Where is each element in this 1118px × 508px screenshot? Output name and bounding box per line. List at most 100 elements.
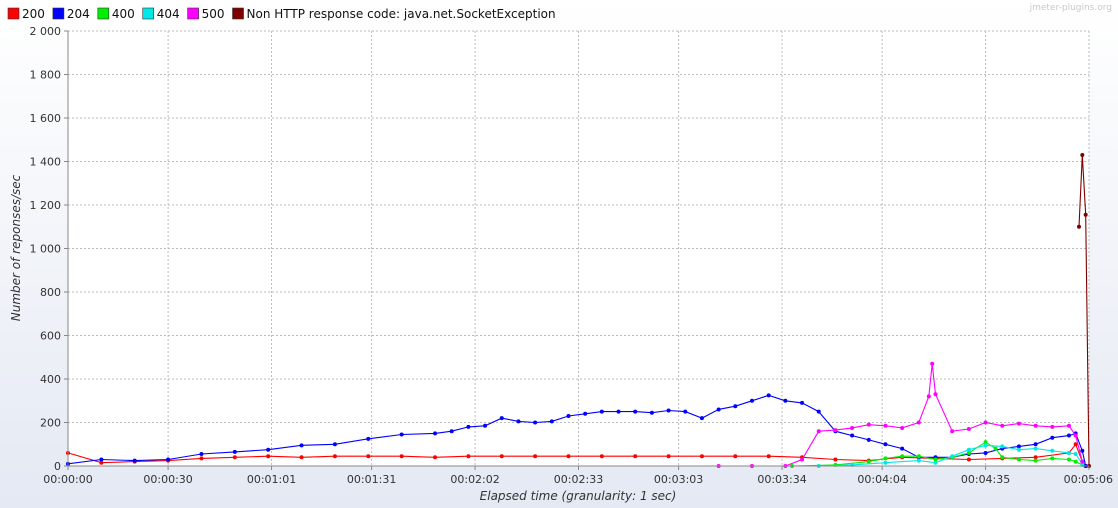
legend-label: 400 xyxy=(112,7,135,21)
legend-item: 400 xyxy=(97,7,135,21)
legend-item: 500 xyxy=(187,7,225,21)
data-point xyxy=(1000,444,1005,449)
legend: 200 204 400 404 500 Non HTTP response code: j… xyxy=(7,7,556,21)
data-point xyxy=(649,410,654,415)
data-point xyxy=(850,433,855,438)
data-point xyxy=(966,457,971,462)
x-tick-label: 00:04:04 xyxy=(857,473,906,486)
data-point xyxy=(1016,444,1021,449)
data-point xyxy=(533,454,538,459)
data-point xyxy=(99,460,104,465)
data-point xyxy=(1066,457,1071,462)
data-point xyxy=(1050,424,1055,429)
y-axis-title: Number of reponses/sec xyxy=(9,174,23,321)
data-point xyxy=(766,454,771,459)
y-tick-label: 2 000 xyxy=(30,25,62,38)
data-point xyxy=(633,409,638,414)
data-point xyxy=(1066,450,1071,455)
y-tick-label: 1 600 xyxy=(30,112,62,125)
legend-label: 200 xyxy=(22,7,45,21)
y-tick-label: 200 xyxy=(40,417,61,430)
data-point xyxy=(933,457,938,462)
data-point xyxy=(583,411,588,416)
data-point xyxy=(1033,458,1038,463)
data-point xyxy=(499,416,504,421)
data-point xyxy=(866,459,871,464)
data-point xyxy=(733,454,738,459)
data-point xyxy=(716,407,721,412)
series-line xyxy=(1078,154,1090,467)
series-group xyxy=(66,152,1091,468)
y-tick-label: 1 200 xyxy=(30,199,62,212)
data-point xyxy=(966,450,971,455)
data-point xyxy=(399,432,404,437)
data-point xyxy=(566,454,571,459)
x-tick-label: 00:05:06 xyxy=(1064,473,1113,486)
data-point xyxy=(433,431,438,436)
data-point xyxy=(466,424,471,429)
data-point xyxy=(983,420,988,425)
legend-label: Non HTTP response code: java.net.SocketE… xyxy=(247,7,556,21)
data-point xyxy=(883,460,888,465)
data-point xyxy=(266,454,271,459)
legend-item: 404 xyxy=(142,7,180,21)
data-point xyxy=(599,409,604,414)
y-tick-label: 1 000 xyxy=(30,243,62,256)
data-point xyxy=(1016,421,1021,426)
data-point xyxy=(1033,455,1038,460)
data-point xyxy=(433,455,438,460)
data-point xyxy=(1066,423,1071,428)
data-point xyxy=(1080,448,1085,453)
data-point xyxy=(1073,459,1078,464)
legend-swatch xyxy=(142,7,155,20)
data-point xyxy=(499,454,504,459)
data-point xyxy=(850,425,855,430)
data-point xyxy=(699,454,704,459)
series-5 xyxy=(1076,152,1091,468)
data-point xyxy=(916,454,921,459)
data-point xyxy=(166,457,171,462)
x-tick-label: 00:03:34 xyxy=(757,473,806,486)
data-point xyxy=(399,454,404,459)
legend-swatch xyxy=(7,7,20,20)
y-tick-label: 1 800 xyxy=(30,69,62,82)
data-point xyxy=(833,428,838,433)
y-axis-ticks: 0 200 400 600 800 1 000 1 200 1 400 1 600 1 800 2 … xyxy=(30,25,68,473)
data-point xyxy=(199,452,204,457)
data-point xyxy=(566,413,571,418)
data-point xyxy=(883,442,888,447)
data-point xyxy=(783,398,788,403)
x-tick-label: 00:01:31 xyxy=(347,473,396,486)
x-tick-label: 00:03:03 xyxy=(654,473,703,486)
data-point xyxy=(699,416,704,421)
data-point xyxy=(983,440,988,445)
data-point xyxy=(1073,433,1078,438)
data-point xyxy=(916,458,921,463)
legend-label: 204 xyxy=(67,7,90,21)
data-point xyxy=(616,409,621,414)
data-point xyxy=(1080,459,1085,464)
data-point xyxy=(750,398,755,403)
data-point xyxy=(232,455,237,460)
data-point xyxy=(1073,442,1078,447)
data-point xyxy=(766,393,771,398)
data-point xyxy=(1000,423,1005,428)
data-point xyxy=(833,457,838,462)
data-point xyxy=(666,408,671,413)
data-point xyxy=(1073,452,1078,457)
series-line xyxy=(718,363,1083,467)
data-point xyxy=(99,457,104,462)
data-point xyxy=(483,423,488,428)
data-point xyxy=(1066,433,1071,438)
data-point xyxy=(1000,455,1005,460)
data-point xyxy=(900,454,905,459)
data-point xyxy=(866,437,871,442)
data-point xyxy=(950,429,955,434)
legend-swatch xyxy=(187,7,199,20)
y-tick-label: 1 400 xyxy=(30,156,62,169)
data-point xyxy=(599,454,604,459)
data-point xyxy=(683,409,688,414)
data-point xyxy=(1076,224,1081,229)
